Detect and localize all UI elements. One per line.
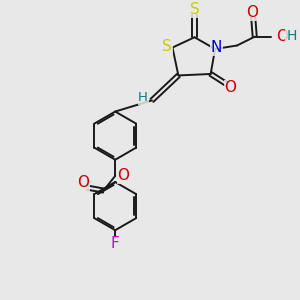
Text: H: H <box>138 91 148 104</box>
Text: O: O <box>77 175 89 190</box>
Text: O: O <box>118 168 130 183</box>
Text: S: S <box>162 40 172 55</box>
Text: O: O <box>276 28 288 44</box>
Text: F: F <box>111 236 120 251</box>
Text: H: H <box>286 29 296 43</box>
Text: O: O <box>246 5 258 20</box>
Text: O: O <box>224 80 236 95</box>
Text: N: N <box>211 40 222 55</box>
Text: S: S <box>190 2 200 17</box>
